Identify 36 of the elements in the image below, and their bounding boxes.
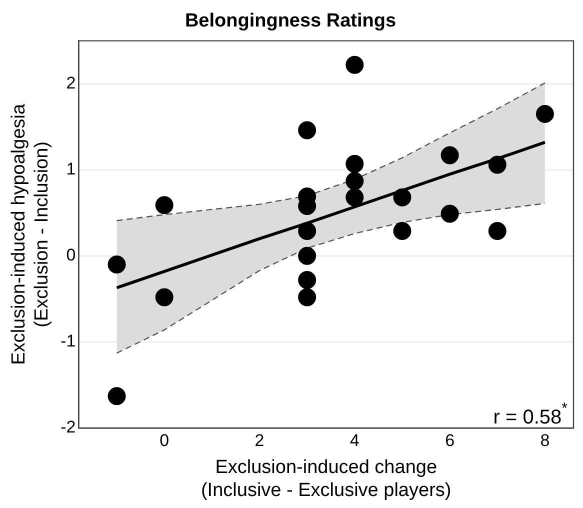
- point: [488, 222, 506, 240]
- point: [393, 222, 412, 240]
- point: [298, 222, 316, 240]
- line-series: [116, 82, 546, 222]
- point: [488, 156, 506, 174]
- x-tick-label: 8: [540, 430, 550, 450]
- y-tick-label: 1: [66, 160, 76, 179]
- x-tick-label: 2: [254, 430, 264, 450]
- point: [108, 387, 126, 406]
- point: [298, 271, 316, 290]
- x-axis-title: Exclusion-induced change (Inclusive - Exclusive players): [200, 457, 452, 501]
- point: [440, 204, 459, 223]
- point: [346, 154, 364, 173]
- point: [393, 188, 412, 206]
- point: [155, 196, 174, 214]
- point: [108, 256, 126, 274]
- x-tick-label: 6: [445, 430, 455, 450]
- chart-title: Belongingness Ratings: [184, 10, 396, 32]
- x-tick-label: 4: [350, 430, 360, 450]
- y-tick-label: -2: [60, 418, 76, 437]
- point: [298, 288, 316, 306]
- y-tick-label: -1: [60, 332, 76, 351]
- y-tick-label: 2: [66, 74, 76, 93]
- y-axis-title: Exclusion-induced hypoalgesia (Exclusion - Inclusion): [8, 104, 52, 365]
- point: [440, 146, 459, 164]
- annotation: r = 0.58*: [493, 400, 568, 429]
- point: [155, 288, 174, 306]
- line-series: [116, 202, 546, 354]
- y-tick-label: 0: [66, 246, 76, 265]
- point: [346, 172, 364, 190]
- point: [536, 104, 554, 123]
- point: [346, 56, 364, 74]
- x-tick-label: 0: [160, 430, 170, 450]
- point: [346, 188, 364, 206]
- point: [298, 121, 316, 140]
- point: [298, 246, 316, 265]
